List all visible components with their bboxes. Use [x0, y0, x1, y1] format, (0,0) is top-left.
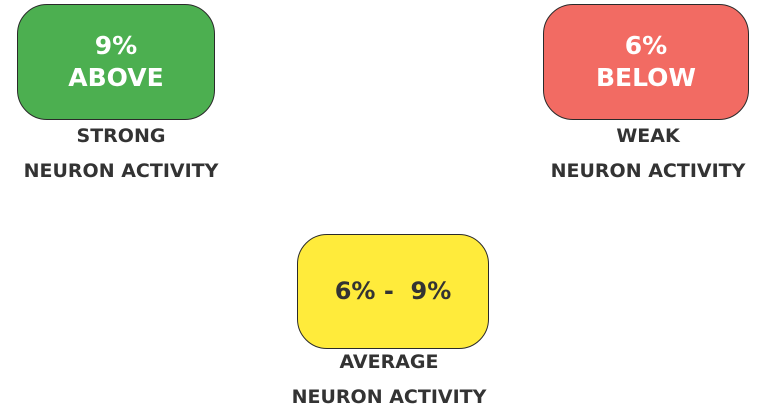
weak-badge-qualifier: BELOW [596, 63, 696, 92]
average-activity-caption: AVERAGE NEURON ACTIVITY [268, 345, 510, 413]
strong-caption-subtitle: NEURON ACTIVITY [23, 160, 219, 182]
weak-badge-value: 6% [624, 31, 668, 60]
average-caption-title: AVERAGE [339, 351, 439, 373]
average-caption-subtitle: NEURON ACTIVITY [291, 386, 487, 408]
average-activity-badge: 6% - 9% [297, 234, 489, 349]
strong-caption-title: STRONG [76, 125, 166, 147]
weak-caption-subtitle: NEURON ACTIVITY [550, 160, 746, 182]
strong-activity-badge: 9% ABOVE [17, 4, 215, 120]
weak-caption-title: WEAK [616, 125, 680, 147]
weak-activity-badge: 6% BELOW [543, 4, 749, 120]
strong-activity-caption: STRONG NEURON ACTIVITY [0, 119, 242, 189]
weak-activity-caption: WEAK NEURON ACTIVITY [528, 119, 768, 189]
strong-badge-qualifier: ABOVE [68, 63, 164, 92]
average-badge-range: 6% - 9% [334, 277, 452, 306]
strong-badge-value: 9% [94, 31, 138, 60]
